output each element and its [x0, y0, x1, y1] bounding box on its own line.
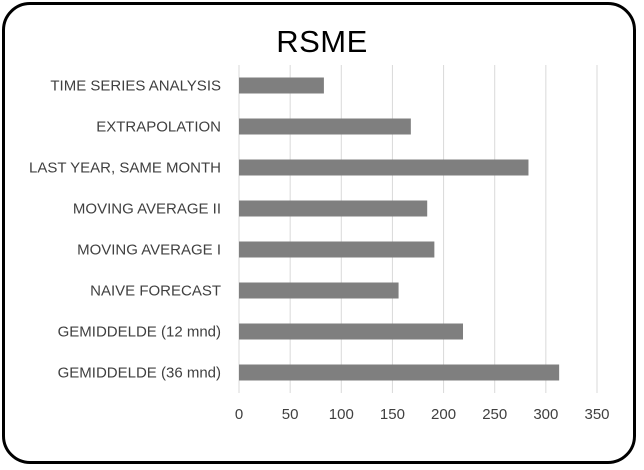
- bar: [239, 200, 428, 217]
- x-tick-label: 50: [282, 406, 299, 423]
- x-tick-label: 300: [533, 406, 558, 423]
- x-tick-label: 250: [482, 406, 507, 423]
- category-label: GEMIDDELDE (36 mnd): [58, 365, 221, 382]
- x-tick-label: 150: [380, 406, 405, 423]
- bars: [239, 77, 560, 381]
- x-tick-labels: 0 50 100 150 200 250 300 350: [235, 406, 610, 423]
- bar: [239, 364, 560, 381]
- category-labels: TIME SERIES ANALYSIS EXTRAPOLATION LAST YE…: [29, 78, 221, 382]
- chart-title: RSME: [276, 24, 368, 59]
- bar: [239, 118, 411, 135]
- bar: [239, 323, 464, 340]
- category-label: LAST YEAR, SAME MONTH: [29, 160, 221, 177]
- x-tick-label: 350: [584, 406, 609, 423]
- bar: [239, 282, 399, 299]
- category-label: GEMIDDELDE (12 mnd): [58, 324, 221, 341]
- x-tick-label: 200: [431, 406, 456, 423]
- x-tick-label: 100: [329, 406, 354, 423]
- gridlines: [238, 65, 598, 393]
- category-label: MOVING AVERAGE II: [73, 201, 221, 218]
- category-label: NAIVE FORECAST: [90, 283, 221, 300]
- category-label: TIME SERIES ANALYSIS: [50, 78, 221, 95]
- category-label: EXTRAPOLATION: [96, 119, 221, 136]
- x-tick-label: 0: [235, 406, 243, 423]
- bar: [239, 159, 529, 176]
- category-label: MOVING AVERAGE I: [77, 242, 221, 259]
- bar: [239, 77, 324, 94]
- bar: [239, 241, 435, 258]
